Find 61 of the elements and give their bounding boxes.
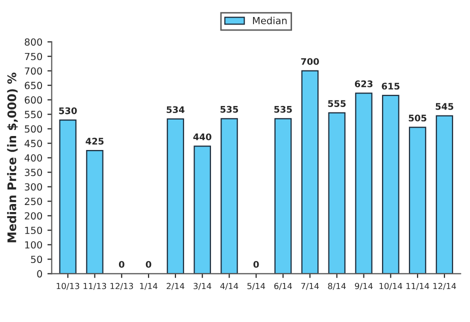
y-tick-label: 450 — [24, 140, 42, 148]
bar — [301, 70, 319, 274]
y-tick-label: 100 — [25, 241, 42, 249]
legend-label: Median — [253, 16, 287, 24]
bar — [194, 146, 211, 274]
x-tick-label: 12/14 — [433, 282, 456, 290]
bar — [274, 118, 292, 274]
bar — [86, 150, 104, 274]
data-label: 534 — [166, 106, 184, 114]
y-tick-label: 550 — [24, 110, 42, 118]
data-label: 535 — [274, 106, 292, 113]
bar — [355, 92, 372, 274]
x-tick-label: 10/13 — [56, 282, 80, 290]
x-tick-label: 5/14 — [247, 282, 266, 290]
y-tick-label: 750 — [24, 52, 42, 60]
data-label: 615 — [382, 82, 400, 90]
bar — [328, 112, 346, 274]
y-tick-label: 700 — [24, 67, 42, 75]
y-tick-label: 50 — [31, 256, 42, 264]
y-tick-label: 650 — [24, 82, 42, 90]
bar — [220, 118, 238, 274]
x-tick-label: 4/14 — [220, 282, 238, 290]
bar — [436, 115, 454, 274]
x-tick-label: 6/14 — [274, 282, 292, 290]
bar — [59, 120, 76, 274]
x-tick-label: 8/14 — [328, 282, 346, 290]
y-tick-label: 300 — [24, 183, 42, 191]
y-tick-label: 0 — [37, 270, 42, 278]
data-label: 425 — [86, 138, 104, 145]
y-tick-label: 250 — [24, 198, 42, 206]
data-label: 623 — [354, 80, 372, 88]
bar — [166, 118, 184, 274]
x-tick-label: 11/14 — [406, 282, 430, 290]
x-tick-label: 12/13 — [110, 282, 133, 290]
x-tick-label: 11/13 — [84, 282, 106, 290]
y-tick-label: 800 — [24, 38, 42, 46]
x-tick-label: 3/14 — [194, 282, 212, 290]
data-label: 0 — [253, 260, 259, 268]
data-label: 0 — [118, 260, 124, 268]
data-label: 0 — [146, 260, 152, 268]
x-tick-label: 2/14 — [166, 282, 184, 290]
data-label: 545 — [436, 103, 454, 110]
data-label: 440 — [193, 133, 212, 140]
data-label: 555 — [328, 100, 346, 107]
x-tick-label: 1/14 — [140, 282, 158, 290]
y-tick-label: 400 — [24, 154, 42, 162]
x-tick-label: 10/14 — [380, 282, 402, 290]
x-tick-label: 7/14 — [301, 282, 319, 290]
y-axis-title: Median Price (in $,000) % — [7, 72, 18, 242]
bar — [408, 126, 426, 274]
data-label: 535 — [220, 106, 238, 113]
x-tick-label: 9/14 — [354, 282, 373, 290]
y-tick-label: 150 — [25, 226, 42, 234]
y-tick-label: 600 — [24, 96, 42, 104]
bar — [382, 94, 400, 274]
data-label: 505 — [408, 114, 426, 122]
y-tick-label: 200 — [24, 212, 42, 220]
data-label: 700 — [301, 58, 319, 65]
y-tick-label: 500 — [24, 125, 42, 133]
data-label: 530 — [59, 107, 77, 114]
y-tick-label: 350 — [24, 168, 42, 176]
